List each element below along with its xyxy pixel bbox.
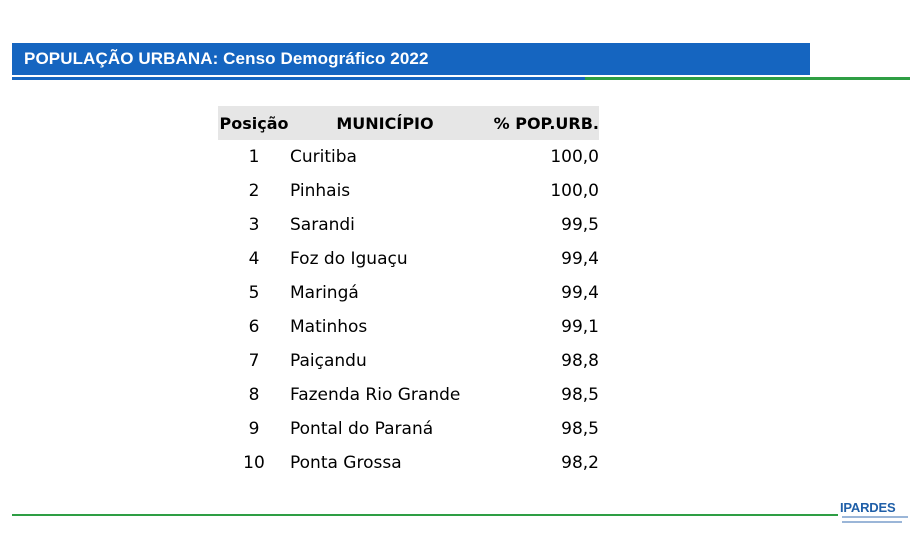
cell-municipio: Sarandi [290, 215, 355, 235]
ranking-table: Posição MUNICÍPIO % POP.URB. 1 Curitiba … [218, 106, 599, 480]
cell-municipio: Curitiba [290, 147, 357, 167]
table-row: 2 Pinhais 100,0 [218, 174, 599, 208]
cell-municipio: Paiçandu [290, 351, 367, 371]
cell-municipio: Foz do Iguaçu [290, 249, 408, 269]
cell-pop-urb: 99,4 [561, 283, 599, 303]
logo-wordmark: IPARDES [840, 500, 896, 515]
table-body: 1 Curitiba 100,0 2 Pinhais 100,0 3 Saran… [218, 140, 599, 480]
cell-pop-urb: 98,5 [561, 419, 599, 439]
cell-posicao: 8 [248, 385, 260, 405]
cell-pop-urb: 98,5 [561, 385, 599, 405]
table-row: 8 Fazenda Rio Grande 98,5 [218, 378, 599, 412]
footer-divider [12, 514, 838, 516]
cell-municipio: Pinhais [290, 181, 351, 201]
cell-posicao: 2 [248, 181, 260, 201]
column-header-pop-urb: % POP.URB. [493, 113, 599, 133]
cell-municipio: Matinhos [290, 317, 368, 337]
column-header-municipio: MUNICÍPIO [336, 113, 434, 133]
cell-posicao: 1 [248, 147, 260, 167]
table-header-row: Posição MUNICÍPIO % POP.URB. [218, 106, 599, 140]
cell-posicao: 5 [248, 283, 260, 303]
logo-subtitle-line [842, 516, 908, 518]
cell-posicao: 3 [248, 215, 260, 235]
table-row: 9 Pontal do Paraná 98,5 [218, 412, 599, 446]
title-underline-green [585, 77, 910, 80]
cell-pop-urb: 98,2 [561, 453, 599, 473]
cell-posicao: 4 [248, 249, 260, 269]
table-row: 7 Paiçandu 98,8 [218, 344, 599, 378]
title-underline-blue [12, 77, 585, 80]
table-row: 3 Sarandi 99,5 [218, 208, 599, 242]
cell-posicao: 9 [248, 419, 260, 439]
cell-pop-urb: 99,4 [561, 249, 599, 269]
cell-municipio: Ponta Grossa [290, 453, 402, 473]
table-row: 5 Maringá 99,4 [218, 276, 599, 310]
cell-pop-urb: 100,0 [550, 147, 599, 167]
table-row: 10 Ponta Grossa 98,2 [218, 446, 599, 480]
cell-municipio: Pontal do Paraná [290, 419, 434, 439]
logo-subtitle-line [842, 521, 902, 523]
cell-posicao: 6 [248, 317, 260, 337]
cell-municipio: Fazenda Rio Grande [290, 385, 461, 405]
table-row: 4 Foz do Iguaçu 99,4 [218, 242, 599, 276]
table-row: 6 Matinhos 99,1 [218, 310, 599, 344]
cell-posicao: 7 [248, 351, 260, 371]
cell-pop-urb: 99,1 [561, 317, 599, 337]
page-title: POPULAÇÃO URBANA: Censo Demográfico 2022 [24, 49, 429, 68]
title-bar: POPULAÇÃO URBANA: Censo Demográfico 2022 [12, 43, 810, 75]
cell-pop-urb: 100,0 [550, 181, 599, 201]
table-row: 1 Curitiba 100,0 [218, 140, 599, 174]
column-header-posicao: Posição [219, 113, 289, 133]
cell-posicao: 10 [243, 453, 265, 473]
ipardes-logo: IPARDES [838, 500, 910, 528]
cell-municipio: Maringá [290, 283, 359, 303]
cell-pop-urb: 98,8 [561, 351, 599, 371]
cell-pop-urb: 99,5 [561, 215, 599, 235]
